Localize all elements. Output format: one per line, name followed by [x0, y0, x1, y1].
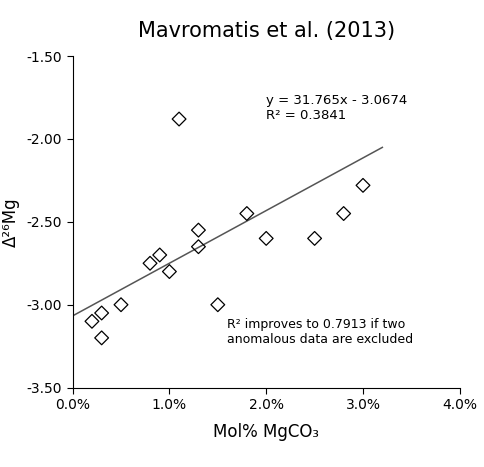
Point [262, 234, 270, 242]
Y-axis label: Δ²⁶Mg: Δ²⁶Mg [1, 197, 20, 247]
Point [311, 234, 318, 242]
Point [166, 268, 173, 275]
Point [195, 226, 202, 234]
Point [214, 301, 222, 308]
Point [98, 309, 106, 317]
Title: Mavromatis et al. (2013): Mavromatis et al. (2013) [137, 21, 395, 41]
Point [359, 182, 367, 189]
Point [175, 115, 183, 123]
Point [156, 251, 164, 259]
Text: R² improves to 0.7913 if two
anomalous data are excluded: R² improves to 0.7913 if two anomalous d… [227, 318, 414, 346]
Point [243, 210, 251, 217]
Point [146, 260, 154, 267]
Point [195, 243, 202, 250]
Point [340, 210, 348, 217]
Point [88, 318, 96, 325]
Point [98, 334, 106, 342]
X-axis label: Mol% MgCO₃: Mol% MgCO₃ [213, 423, 319, 441]
Point [117, 301, 125, 308]
Text: y = 31.765x - 3.0674
R² = 0.3841: y = 31.765x - 3.0674 R² = 0.3841 [266, 94, 408, 122]
